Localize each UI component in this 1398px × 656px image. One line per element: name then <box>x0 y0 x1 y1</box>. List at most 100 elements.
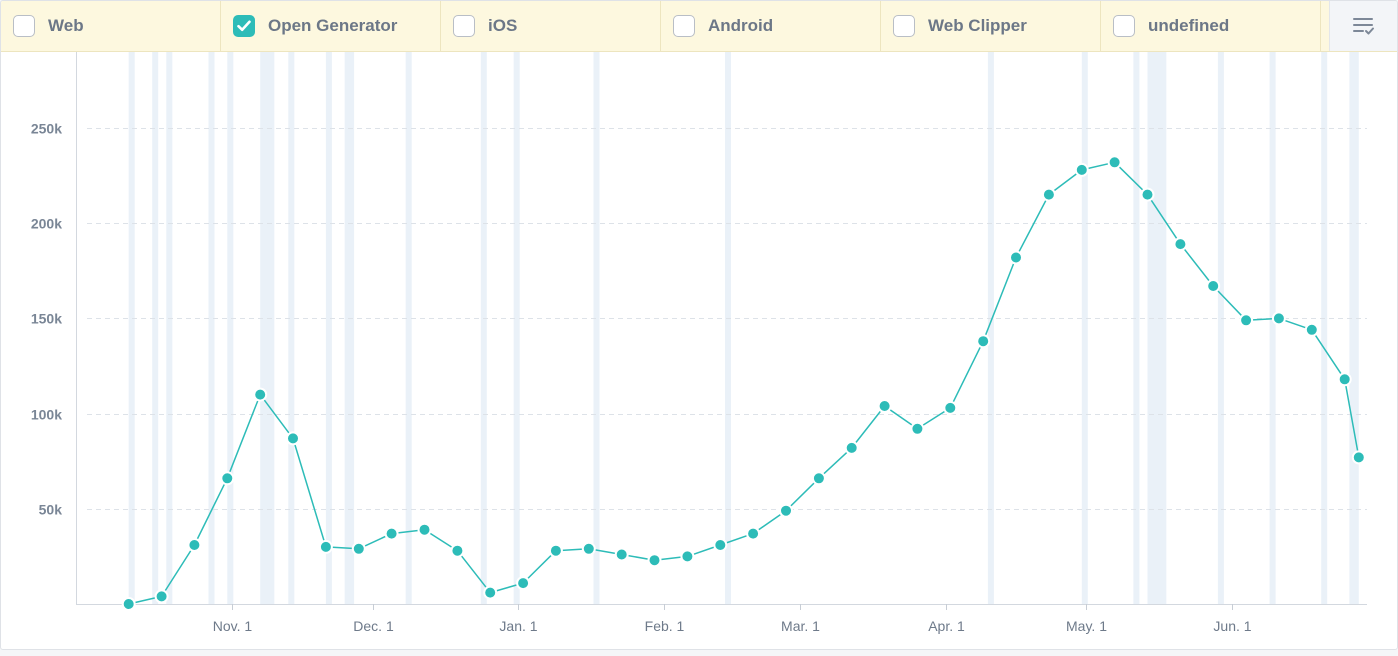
data-point[interactable] <box>681 550 693 562</box>
data-point[interactable] <box>1174 238 1186 250</box>
weekend-band <box>594 52 600 604</box>
filter-android[interactable]: Android <box>661 1 881 51</box>
y-tick-label: 100k <box>31 407 62 423</box>
checkbox-web-clipper[interactable] <box>893 15 915 37</box>
data-point[interactable] <box>1207 280 1219 292</box>
x-ticks: Nov. 1 Dec. 1 Jan. 1 Feb. 1 Mar. 1 Apr. 1 May.… <box>213 604 1252 634</box>
data-point[interactable] <box>879 400 891 412</box>
weekend-band <box>481 52 487 604</box>
weekend-band <box>288 52 294 604</box>
checkbox-android[interactable] <box>673 15 695 37</box>
data-point[interactable] <box>714 539 726 551</box>
weekend-band <box>1148 52 1167 604</box>
check-icon <box>237 20 251 32</box>
filter-undefined[interactable]: undefined <box>1101 1 1321 51</box>
weekend-band <box>514 52 520 604</box>
data-point[interactable] <box>287 432 299 444</box>
data-point[interactable] <box>583 543 595 555</box>
data-point[interactable] <box>1076 164 1088 176</box>
series-line <box>129 162 1359 604</box>
weekend-band <box>345 52 354 604</box>
data-point[interactable] <box>451 545 463 557</box>
x-tick-label: May. 1 <box>1066 618 1107 634</box>
y-tick-label: 250k <box>31 121 62 137</box>
filter-label-android: Android <box>708 16 773 36</box>
filter-open-generator[interactable]: Open Generator <box>221 1 441 51</box>
data-point[interactable] <box>254 389 266 401</box>
data-point[interactable] <box>649 554 661 566</box>
data-point[interactable] <box>1142 189 1154 201</box>
filter-ios[interactable]: iOS <box>441 1 661 51</box>
data-point[interactable] <box>911 423 923 435</box>
weekend-band <box>406 52 412 604</box>
data-point[interactable] <box>517 577 529 589</box>
x-tick-label: Dec. 1 <box>353 618 394 634</box>
weekend-band <box>129 52 135 604</box>
filter-label-ios: iOS <box>488 16 517 36</box>
checkbox-web[interactable] <box>13 15 35 37</box>
weekend-band <box>326 52 332 604</box>
data-point[interactable] <box>156 590 168 602</box>
data-point[interactable] <box>188 539 200 551</box>
weekend-band <box>1133 52 1139 604</box>
checkbox-open-generator[interactable] <box>233 15 255 37</box>
data-point[interactable] <box>846 442 858 454</box>
filter-bar: Web Open Generator iOS Android Web Clipp… <box>1 1 1397 52</box>
series-open-generator <box>123 156 1365 610</box>
x-tick-label: Nov. 1 <box>213 618 253 634</box>
y-tick-label: 200k <box>31 216 62 232</box>
data-point[interactable] <box>1306 324 1318 336</box>
weekend-band <box>260 52 274 604</box>
filter-label-web: Web <box>48 16 84 36</box>
data-point[interactable] <box>386 528 398 540</box>
data-point[interactable] <box>1010 252 1022 264</box>
data-point[interactable] <box>550 545 562 557</box>
filter-label-undefined: undefined <box>1148 16 1229 36</box>
data-point[interactable] <box>1240 314 1252 326</box>
checkbox-ios[interactable] <box>453 15 475 37</box>
x-tick-label: Feb. 1 <box>645 618 685 634</box>
data-point[interactable] <box>1043 189 1055 201</box>
filter-label-open-generator: Open Generator <box>268 16 397 36</box>
weekend-bands <box>129 52 1359 604</box>
checkbox-undefined[interactable] <box>1113 15 1135 37</box>
data-point[interactable] <box>1109 156 1121 168</box>
data-point[interactable] <box>353 543 365 555</box>
weekend-band <box>1270 52 1276 604</box>
filter-web-clipper[interactable]: Web Clipper <box>881 1 1101 51</box>
weekend-band <box>1321 52 1327 604</box>
list-check-icon <box>1352 16 1376 36</box>
weekend-band <box>1218 52 1224 604</box>
data-point[interactable] <box>616 549 628 561</box>
weekend-band <box>152 52 158 604</box>
weekend-band <box>1349 52 1358 604</box>
y-tick-label: 50k <box>39 502 63 518</box>
weekend-band <box>725 52 731 604</box>
weekend-band <box>166 52 172 604</box>
data-point[interactable] <box>123 598 135 610</box>
data-point[interactable] <box>1273 312 1285 324</box>
data-point[interactable] <box>780 505 792 517</box>
series-menu-button[interactable] <box>1329 1 1397 51</box>
y-tick-labels: 50k 100k 150k 200k 250k <box>31 121 62 518</box>
x-tick-label: Mar. 1 <box>781 618 820 634</box>
weekend-band <box>227 52 233 604</box>
data-point[interactable] <box>944 402 956 414</box>
data-point[interactable] <box>484 587 496 599</box>
filter-web[interactable]: Web <box>1 1 221 51</box>
weekend-band <box>209 52 215 604</box>
data-point[interactable] <box>1353 451 1365 463</box>
data-point[interactable] <box>221 472 233 484</box>
data-point[interactable] <box>813 472 825 484</box>
data-point[interactable] <box>320 541 332 553</box>
data-point[interactable] <box>977 335 989 347</box>
data-point[interactable] <box>1339 373 1351 385</box>
x-tick-label: Jan. 1 <box>499 618 537 634</box>
filter-label-web-clipper: Web Clipper <box>928 16 1027 36</box>
x-tick-label: Jun. 1 <box>1213 618 1251 634</box>
y-tick-label: 150k <box>31 311 62 327</box>
data-point[interactable] <box>747 528 759 540</box>
data-point[interactable] <box>419 524 431 536</box>
